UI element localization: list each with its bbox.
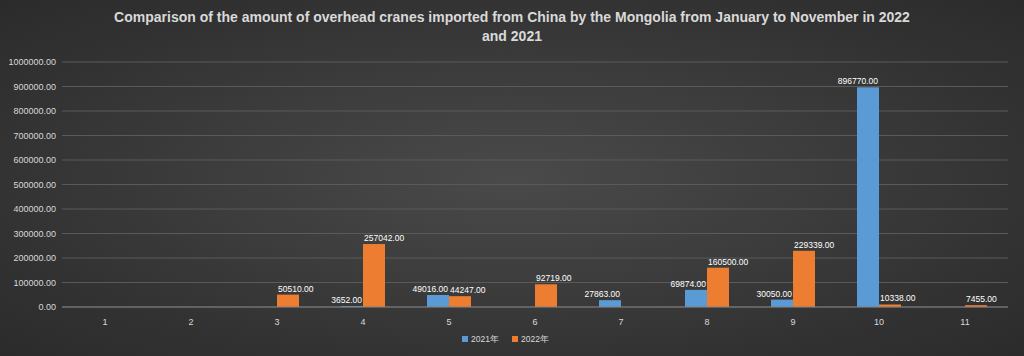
x-tick-label: 1 xyxy=(102,317,107,327)
legend-swatch xyxy=(462,336,468,342)
data-labels: 3652.00 49016.00 27863.00 69874.00 30050.00 8… xyxy=(278,76,997,305)
y-tick-label: 200000.00 xyxy=(13,253,56,263)
bar xyxy=(535,284,557,307)
bar xyxy=(449,296,471,307)
data-label: 69874.00 xyxy=(671,279,707,289)
x-tick-label: 7 xyxy=(618,317,623,327)
x-tick-label: 2 xyxy=(188,317,193,327)
bar xyxy=(685,290,707,307)
grid-line xyxy=(62,62,1008,63)
legend-label: 2022年 xyxy=(521,334,549,344)
bar xyxy=(277,295,299,307)
bar xyxy=(771,300,793,307)
data-label: 49016.00 xyxy=(413,284,449,294)
data-label: 44247.00 xyxy=(450,285,486,295)
x-tick-label: 8 xyxy=(704,317,709,327)
data-label: 229339.00 xyxy=(794,240,834,250)
grid-line xyxy=(62,307,1008,308)
y-tick-label: 0.00 xyxy=(38,302,56,312)
data-label: 257042.00 xyxy=(364,233,404,243)
data-label: 30050.00 xyxy=(757,289,793,299)
x-tick-label: 10 xyxy=(874,317,884,327)
data-label: 10338.00 xyxy=(880,293,916,303)
bar xyxy=(599,300,621,307)
legend-label: 2021年 xyxy=(471,334,499,344)
y-tick-label: 300000.00 xyxy=(13,229,56,239)
legend-swatch xyxy=(512,336,518,342)
bar xyxy=(857,87,879,307)
y-tick-label: 1000000.00 xyxy=(8,57,56,67)
bar xyxy=(363,244,385,307)
x-tick-label: 11 xyxy=(960,317,969,327)
y-tick-label: 100000.00 xyxy=(13,278,56,288)
data-label: 160500.00 xyxy=(708,257,748,267)
chart-title: Comparison of the amount of overhead cra… xyxy=(112,8,912,46)
y-tick-label: 600000.00 xyxy=(13,155,56,165)
data-label: 92719.00 xyxy=(536,273,572,283)
data-label: 7455.00 xyxy=(966,294,997,304)
x-tick-label: 6 xyxy=(532,317,537,327)
x-tick-label: 3 xyxy=(274,317,279,327)
bar xyxy=(427,295,449,307)
x-tick-label: 5 xyxy=(446,317,451,327)
bars xyxy=(277,87,987,307)
bar xyxy=(793,251,815,307)
x-tick-label: 9 xyxy=(790,317,795,327)
y-tick-label: 800000.00 xyxy=(13,106,56,116)
data-label: 3652.00 xyxy=(331,295,362,305)
x-tick-label: 4 xyxy=(360,317,365,327)
x-axis xyxy=(62,307,1008,308)
y-tick-label: 700000.00 xyxy=(13,131,56,141)
y-tick-label: 900000.00 xyxy=(13,82,56,92)
bar xyxy=(707,268,729,307)
data-label: 50510.00 xyxy=(278,284,314,294)
chart-svg: 0.00 100000.00 200000.00 300000.00 400000.00… xyxy=(0,0,1024,356)
data-label: 896770.00 xyxy=(838,76,878,86)
y-tick-label: 400000.00 xyxy=(13,204,56,214)
data-label: 27863.00 xyxy=(585,289,621,299)
y-tick-label: 500000.00 xyxy=(13,180,56,190)
